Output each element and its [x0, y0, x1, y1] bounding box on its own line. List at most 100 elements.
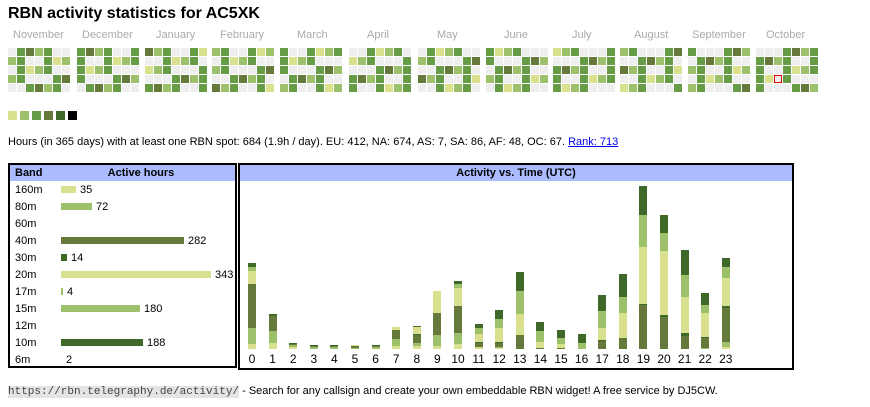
day-cell[interactable] — [472, 66, 480, 74]
day-cell[interactable] — [334, 57, 342, 65]
day-cell[interactable] — [495, 48, 503, 56]
day-cell[interactable] — [280, 48, 288, 56]
day-cell[interactable] — [221, 57, 229, 65]
day-cell[interactable] — [598, 66, 606, 74]
day-cell[interactable] — [95, 66, 103, 74]
day-cell[interactable] — [367, 48, 375, 56]
day-cell[interactable] — [656, 48, 664, 56]
day-cell[interactable] — [733, 57, 741, 65]
day-cell[interactable] — [349, 66, 357, 74]
day-cell[interactable] — [403, 48, 411, 56]
day-cell[interactable] — [190, 48, 198, 56]
day-cell[interactable] — [674, 57, 682, 65]
day-cell[interactable] — [783, 75, 791, 83]
day-cell[interactable] — [607, 66, 615, 74]
day-cell[interactable] — [53, 75, 61, 83]
day-cell[interactable] — [589, 48, 597, 56]
day-cell[interactable] — [212, 84, 220, 92]
day-cell[interactable] — [715, 84, 723, 92]
day-cell[interactable] — [316, 75, 324, 83]
day-cell[interactable] — [531, 75, 539, 83]
day-cell[interactable] — [810, 57, 818, 65]
day-cell[interactable] — [349, 75, 357, 83]
day-cell[interactable] — [113, 66, 121, 74]
day-cell[interactable] — [325, 75, 333, 83]
day-cell[interactable] — [571, 57, 579, 65]
day-cell[interactable] — [706, 75, 714, 83]
day-cell[interactable] — [190, 66, 198, 74]
day-cell[interactable] — [647, 48, 655, 56]
day-cell[interactable] — [403, 66, 411, 74]
day-cell[interactable] — [765, 66, 773, 74]
day-cell[interactable] — [86, 57, 94, 65]
day-cell[interactable] — [522, 57, 530, 65]
day-cell[interactable] — [26, 48, 34, 56]
day-cell[interactable] — [688, 84, 696, 92]
day-cell[interactable] — [289, 84, 297, 92]
day-cell[interactable] — [230, 66, 238, 74]
day-cell[interactable] — [571, 66, 579, 74]
day-cell[interactable] — [486, 75, 494, 83]
day-cell[interactable] — [697, 57, 705, 65]
day-cell[interactable] — [349, 84, 357, 92]
day-cell[interactable] — [540, 75, 548, 83]
day-cell[interactable] — [783, 66, 791, 74]
day-cell[interactable] — [674, 75, 682, 83]
day-cell[interactable] — [376, 57, 384, 65]
day-cell[interactable] — [349, 57, 357, 65]
day-cell[interactable] — [531, 84, 539, 92]
day-cell[interactable] — [8, 66, 16, 74]
day-cell[interactable] — [486, 66, 494, 74]
day-cell[interactable] — [495, 66, 503, 74]
day-cell[interactable] — [86, 48, 94, 56]
day-cell[interactable] — [436, 66, 444, 74]
day-cell[interactable] — [620, 48, 628, 56]
day-cell[interactable] — [289, 66, 297, 74]
day-cell[interactable] — [248, 66, 256, 74]
day-cell[interactable] — [145, 84, 153, 92]
day-cell[interactable] — [325, 66, 333, 74]
day-cell[interactable] — [248, 84, 256, 92]
day-cell[interactable] — [638, 84, 646, 92]
day-cell[interactable] — [562, 57, 570, 65]
day-cell[interactable] — [598, 84, 606, 92]
day-cell[interactable] — [427, 66, 435, 74]
day-cell[interactable] — [513, 66, 521, 74]
rank-link[interactable]: Rank: 713 — [568, 136, 619, 148]
day-cell[interactable] — [724, 75, 732, 83]
day-cell[interactable] — [26, 57, 34, 65]
day-cell[interactable] — [436, 48, 444, 56]
day-cell[interactable] — [495, 57, 503, 65]
day-cell[interactable] — [733, 48, 741, 56]
day-cell[interactable] — [289, 48, 297, 56]
day-cell[interactable] — [765, 75, 773, 83]
day-cell[interactable] — [367, 66, 375, 74]
day-cell[interactable] — [733, 84, 741, 92]
day-cell[interactable] — [513, 48, 521, 56]
day-cell[interactable] — [172, 66, 180, 74]
day-cell[interactable] — [385, 75, 393, 83]
day-cell[interactable] — [783, 57, 791, 65]
day-cell[interactable] — [163, 48, 171, 56]
day-cell[interactable] — [522, 48, 530, 56]
day-cell[interactable] — [454, 66, 462, 74]
day-cell[interactable] — [724, 57, 732, 65]
day-cell[interactable] — [257, 66, 265, 74]
day-cell[interactable] — [801, 66, 809, 74]
day-cell[interactable] — [774, 48, 782, 56]
day-cell[interactable] — [553, 48, 561, 56]
day-cell[interactable] — [190, 84, 198, 92]
day-cell[interactable] — [742, 66, 750, 74]
day-cell[interactable] — [17, 57, 25, 65]
day-cell[interactable] — [454, 57, 462, 65]
day-cell[interactable] — [454, 84, 462, 92]
day-cell[interactable] — [427, 48, 435, 56]
day-cell[interactable] — [266, 84, 274, 92]
day-cell[interactable] — [257, 48, 265, 56]
day-cell[interactable] — [522, 84, 530, 92]
day-cell[interactable] — [163, 66, 171, 74]
day-cell[interactable] — [307, 57, 315, 65]
day-cell[interactable] — [199, 66, 207, 74]
day-cell[interactable] — [454, 75, 462, 83]
day-cell[interactable] — [35, 84, 43, 92]
